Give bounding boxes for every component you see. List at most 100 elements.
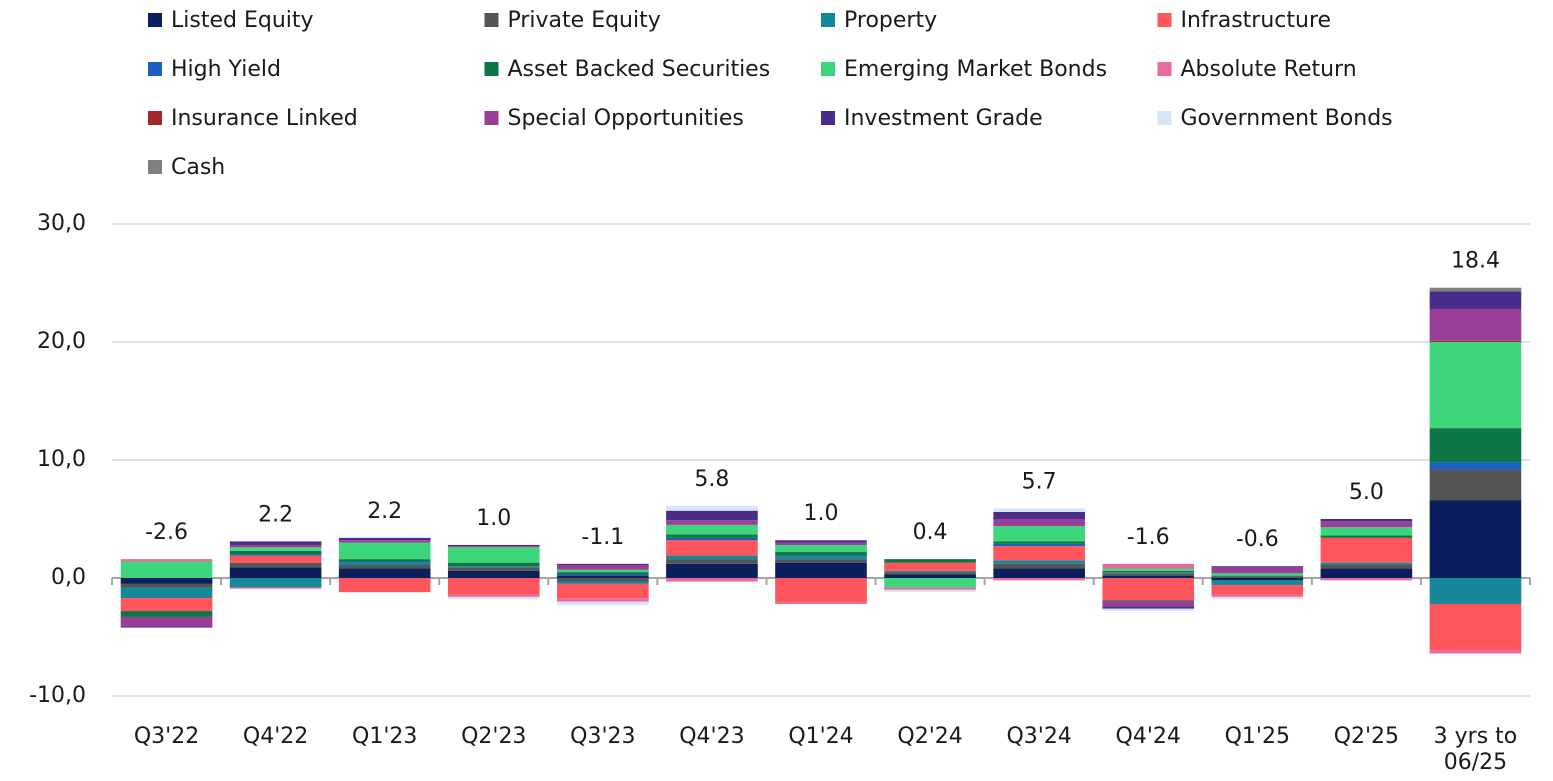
bar-segment [229,541,322,545]
bar-segment [229,567,322,578]
bar-segment [447,567,540,571]
bar-segment [338,542,431,560]
bar-segment [1102,578,1195,601]
legend-label: Insurance Linked [171,106,358,131]
bar-segment [1320,578,1413,581]
bar-segment [666,555,758,560]
bar-segment [1429,578,1522,604]
bar-segment [338,559,431,562]
legend-label: Asset Backed Securities [508,57,771,82]
bar-segment [775,559,867,563]
bar-segment [447,562,540,567]
total-label: 5.0 [1349,480,1384,505]
bar-segment [993,546,1085,561]
bar-segment [447,544,540,547]
legend-swatch [821,13,835,27]
x-tick-label: Q4'24 [1115,724,1181,749]
bar-segment [993,508,1085,512]
bar-segment [557,601,649,606]
x-tick-label: Q4'23 [679,724,745,749]
bar-segment [229,587,322,589]
bar-segment [775,542,867,545]
legend-swatch [1157,13,1172,27]
bar-segment [884,562,976,571]
total-label: 18.4 [1451,249,1500,274]
bar-segment [1320,565,1413,569]
bar-segment [557,572,649,575]
legend-label: Absolute Return [1181,57,1357,82]
bar-segment [120,598,213,612]
legend-swatch [148,111,162,125]
total-label: 0.4 [913,520,948,545]
bar-segment [120,578,213,584]
bar-segment [775,602,867,604]
bar-segment [666,578,758,582]
bar-segment [229,550,322,555]
bar-segment [993,568,1085,578]
legend-swatch [484,62,499,76]
bar-segment [1102,563,1195,569]
bar-segment [884,570,976,573]
bar-segment [884,589,976,593]
legend-swatch [821,62,835,76]
bar-segment [447,547,540,563]
x-tick-label: Q3'24 [1006,724,1072,749]
bar-segment [1211,585,1304,595]
bar-segment [1320,562,1413,566]
bar-segment [120,561,213,578]
bar-segment [1429,649,1522,654]
x-tick-label: Q1'24 [788,724,854,749]
bar-segment [1102,600,1195,602]
bar-segment [666,506,758,511]
total-label: 2.2 [258,502,293,527]
bar-segment [120,559,213,562]
bar-segment [447,570,540,578]
bar-segment [884,574,976,578]
bar-segment [1211,596,1304,600]
bar-segment [338,578,431,593]
legend-label: Special Opportunities [508,106,744,131]
bar-segment [775,562,867,578]
bar-segment [666,537,758,541]
x-tick-label: Q3'22 [133,724,200,749]
bar-segment [557,565,649,570]
bar-segment [993,519,1085,527]
bar-segment [666,524,758,535]
x-tick-label: Q2'23 [461,724,527,749]
bar-segment [1211,580,1304,586]
y-tick-label: 0,0 [51,565,86,590]
bar-segment [557,583,649,599]
bar-segment [993,543,1085,547]
bar-segment [120,611,213,617]
bar-segment [775,556,867,560]
bar-segment [775,544,867,553]
bar-segment [1211,578,1304,581]
bar-segment [1211,576,1304,578]
legend-label: Emerging Market Bonds [844,57,1107,82]
bar-segment [1429,308,1522,341]
bar-segment [557,578,649,582]
legend-label: Cash [171,155,225,180]
bar-segment [993,560,1085,564]
total-label: -2.6 [145,520,188,545]
legend-swatch [148,160,162,174]
legend-label: Property [844,8,937,33]
bar-segment [1102,572,1195,574]
y-tick-label: -10,0 [29,683,86,708]
total-label: 5.8 [694,467,729,492]
bar-segment [666,510,758,521]
bar-segment [447,578,540,595]
legend-swatch [484,111,499,125]
total-label: -1.1 [581,525,624,550]
bar-segment [1102,570,1195,573]
bar-segment [1102,573,1195,576]
bar-segment [557,563,649,566]
bar-segment [557,569,649,573]
bar-segment [1429,340,1522,342]
bar-segment [557,575,649,578]
bar-segment [120,583,213,588]
legend-swatch [484,13,499,27]
bar-segment [666,563,758,578]
